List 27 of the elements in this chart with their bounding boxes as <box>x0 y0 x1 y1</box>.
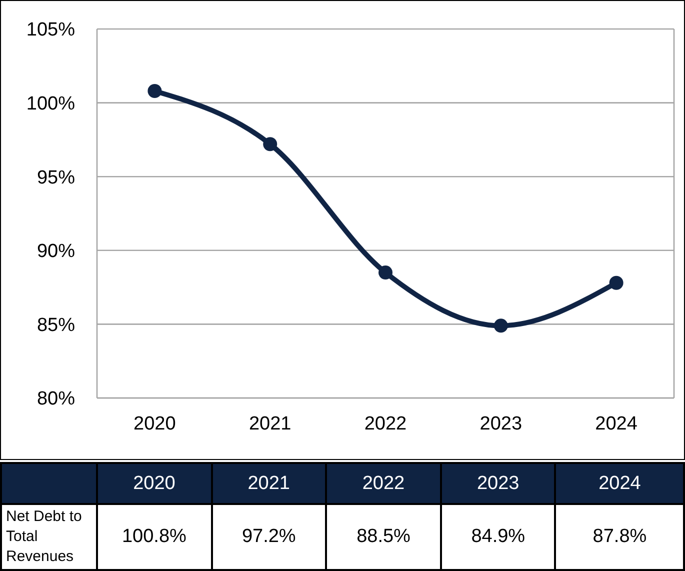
data-label: 97.2% <box>212 504 326 570</box>
data-label: 87.8% <box>555 504 684 570</box>
x-tick-label: 2022 <box>364 413 407 434</box>
category-label: 2022 <box>362 472 405 494</box>
category-label: 2021 <box>248 472 290 494</box>
x-tick-label: 2021 <box>248 413 292 434</box>
category-label: 2023 <box>476 472 520 494</box>
data-label: 84.9% <box>440 504 556 570</box>
x-tick-label: 2024 <box>595 413 638 434</box>
y-tick-label: 95% <box>36 167 76 188</box>
y-tick-label: 90% <box>36 241 76 262</box>
x-tick-label: 2023 <box>480 413 522 434</box>
data-label: 100.8% <box>96 504 212 570</box>
y-tick-label: 85% <box>36 314 76 336</box>
text: Net Debt to Total Revenues <box>1 504 97 570</box>
y-tick-label: 80% <box>36 388 76 410</box>
point <box>263 137 278 152</box>
point <box>494 318 508 333</box>
x-tick-label: 2020 <box>134 413 176 434</box>
category-label: 2024 <box>598 472 641 494</box>
y-tick-label: 100% <box>26 94 76 115</box>
y-tick-label: 105% <box>26 20 76 41</box>
category-label: 2020 <box>133 472 176 494</box>
data-label: 88.5% <box>326 504 441 570</box>
point <box>609 276 624 290</box>
point <box>378 266 392 280</box>
point <box>148 84 162 98</box>
